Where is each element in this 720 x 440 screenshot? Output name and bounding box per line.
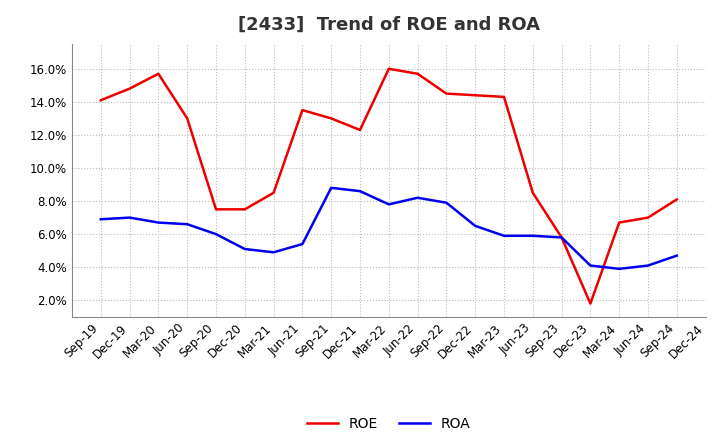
ROA <box>269 249 278 255</box>
ROA <box>212 231 220 237</box>
ROE <box>327 116 336 121</box>
ROE <box>356 127 364 132</box>
ROA <box>471 223 480 228</box>
Title: [2433]  Trend of ROE and ROA: [2433] Trend of ROE and ROA <box>238 16 540 34</box>
ROE <box>125 86 134 91</box>
ROE <box>615 220 624 225</box>
ROA <box>125 215 134 220</box>
Legend: ROE, ROA: ROE, ROA <box>302 411 476 436</box>
ROE <box>298 107 307 113</box>
ROE <box>471 92 480 98</box>
ROE <box>384 66 393 71</box>
ROE <box>644 215 652 220</box>
ROA <box>442 200 451 205</box>
ROA <box>154 220 163 225</box>
ROE <box>442 91 451 96</box>
ROA <box>615 266 624 271</box>
ROE <box>528 190 537 195</box>
ROA <box>528 233 537 238</box>
ROE <box>183 116 192 121</box>
ROA <box>327 185 336 191</box>
ROA <box>183 222 192 227</box>
ROA <box>96 216 105 222</box>
ROA <box>240 246 249 252</box>
ROE <box>500 94 508 99</box>
ROA <box>500 233 508 238</box>
ROA <box>298 242 307 247</box>
ROE <box>586 301 595 306</box>
ROA <box>557 235 566 240</box>
ROE <box>672 197 681 202</box>
ROA <box>356 188 364 194</box>
Line: ROE: ROE <box>101 69 677 304</box>
ROA <box>644 263 652 268</box>
ROA <box>384 202 393 207</box>
Line: ROA: ROA <box>101 188 677 269</box>
ROE <box>557 235 566 240</box>
ROE <box>269 190 278 195</box>
ROE <box>154 71 163 77</box>
ROA <box>672 253 681 258</box>
ROE <box>212 207 220 212</box>
ROA <box>413 195 422 200</box>
ROA <box>586 263 595 268</box>
ROE <box>240 207 249 212</box>
ROE <box>96 98 105 103</box>
ROE <box>413 71 422 77</box>
